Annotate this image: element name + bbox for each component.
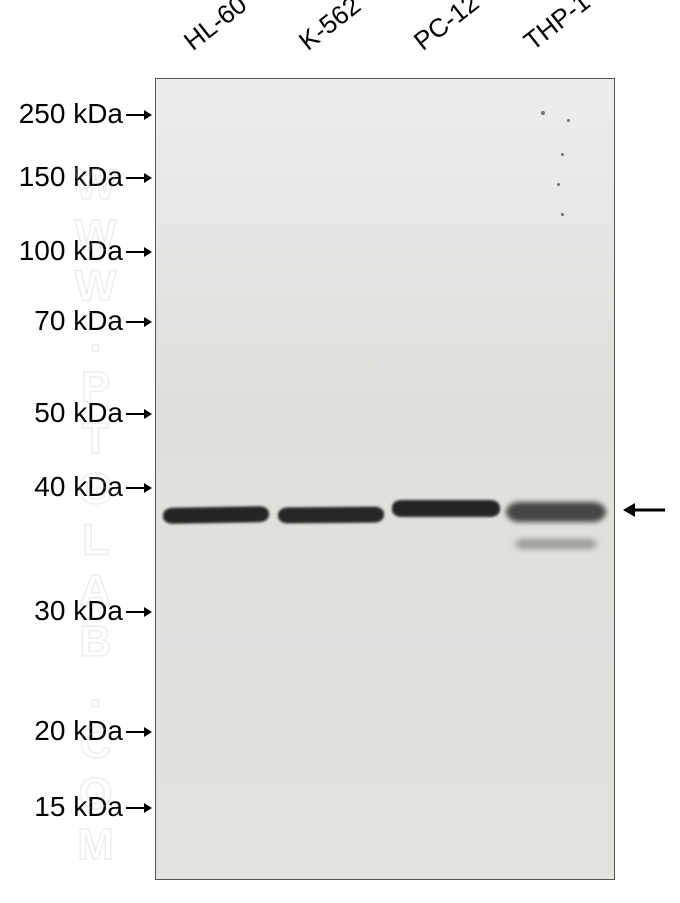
- mw-marker-arrow-icon: [126, 406, 154, 422]
- mw-marker-arrow-icon: [126, 314, 154, 330]
- lane-label: HL-60: [178, 0, 253, 57]
- mw-marker-arrow-icon: [126, 480, 154, 496]
- lane-label: PC-12: [408, 0, 485, 57]
- protein-band: [515, 539, 597, 549]
- lane-label: K-562: [293, 0, 367, 57]
- western-blot-figure: HL-60 K-562 PC-12 THP-1 250 kDa 150 kDa 100 k…: [0, 0, 680, 903]
- membrane-speck: [557, 183, 560, 186]
- target-band-arrow-icon: [621, 499, 667, 521]
- mw-marker-arrow-icon: [126, 604, 154, 620]
- membrane-speck: [567, 119, 570, 122]
- protein-band: [278, 507, 384, 524]
- mw-marker-label: 15 kDa: [34, 791, 123, 823]
- mw-marker-arrow-icon: [126, 170, 154, 186]
- protein-band: [392, 500, 500, 517]
- mw-marker-arrow-icon: [126, 724, 154, 740]
- protein-band: [163, 506, 269, 524]
- mw-marker-label: 150 kDa: [19, 161, 123, 193]
- membrane-speck: [561, 213, 564, 216]
- mw-marker-label: 50 kDa: [34, 397, 123, 429]
- mw-marker-arrow-icon: [126, 107, 154, 123]
- mw-marker-label: 30 kDa: [34, 595, 123, 627]
- membrane-speck: [541, 111, 545, 115]
- protein-band: [506, 502, 606, 522]
- mw-marker-label: 70 kDa: [34, 305, 123, 337]
- blot-membrane: [155, 78, 615, 880]
- mw-marker-arrow-icon: [126, 244, 154, 260]
- mw-marker-arrow-icon: [126, 800, 154, 816]
- lane-label: THP-1: [518, 0, 596, 57]
- mw-marker-label: 100 kDa: [19, 235, 123, 267]
- mw-marker-label: 20 kDa: [34, 715, 123, 747]
- mw-marker-label: 250 kDa: [19, 98, 123, 130]
- mw-marker-label: 40 kDa: [34, 471, 123, 503]
- membrane-speck: [561, 153, 564, 156]
